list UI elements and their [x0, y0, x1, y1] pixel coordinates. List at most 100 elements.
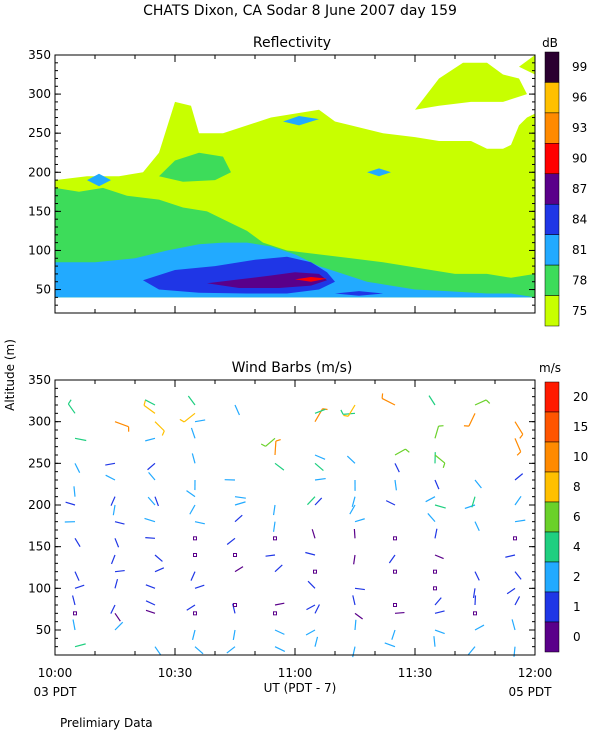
- x-right-local-time: 05 PDT: [509, 685, 553, 699]
- windbarbs-colorbar-label: 6: [573, 510, 581, 524]
- wind-barb: [265, 554, 276, 557]
- wind-barb: [428, 395, 436, 406]
- wind-barb-calm: [393, 603, 397, 607]
- wind-barb: [434, 528, 438, 539]
- reflectivity-colorbar-swatch: [544, 295, 560, 327]
- wind-barb: [274, 629, 285, 635]
- reflectivity-plot: 50 100 150 200 250 300 350: [28, 48, 536, 314]
- windbarbs-colorbar-label: 1: [573, 600, 581, 614]
- x-left-local-time: 03 PDT: [34, 685, 78, 699]
- reflectivity-colorbar-label: 87: [572, 182, 587, 196]
- wind-barb: [65, 501, 76, 506]
- reflectivity-colorbar-label: 96: [572, 91, 587, 105]
- wind-barb: [191, 453, 196, 464]
- wind-barb: [234, 514, 243, 523]
- reflectivity-axes: 50 100 150 200 250 300 350: [28, 48, 536, 314]
- wind-barb: [314, 636, 319, 647]
- wind-barb-calm: [193, 553, 197, 557]
- reflectivity-region-8: [367, 168, 391, 177]
- wind-barb: [147, 462, 156, 471]
- wind-barb: [272, 521, 276, 532]
- wind-barb: [187, 395, 196, 406]
- wind-barb: [314, 462, 324, 472]
- wind-barb: [145, 584, 156, 589]
- wind-barb: [394, 448, 406, 456]
- reflectivity-region-7: [283, 116, 319, 126]
- windbarbs-colorbar-label: 4: [573, 540, 581, 554]
- windbarbs-ytick-label: 50: [36, 623, 51, 637]
- wind-barb: [434, 454, 446, 464]
- wind-barb: [305, 551, 316, 556]
- windbarbs-colorbar-unit: m/s: [539, 361, 561, 375]
- wind-barb-calm: [313, 569, 317, 574]
- wind-barb-calm: [193, 611, 197, 616]
- wind-barb: [514, 495, 522, 506]
- wind-barb: [306, 604, 316, 611]
- wind-barb-calm: [273, 536, 277, 541]
- wind-barb: [194, 646, 204, 655]
- wind-barb: [468, 413, 476, 427]
- reflectivity-colorbar-label: 90: [572, 152, 587, 166]
- reflectivity-ytick-label: 50: [36, 283, 51, 297]
- wind-barb: [154, 554, 163, 562]
- wind-barb-calm: [233, 603, 237, 607]
- wind-barb-flag: [442, 462, 446, 469]
- wind-barb: [354, 587, 365, 591]
- reflectivity-colorbar-unit: dB: [542, 36, 558, 50]
- reflectivity-region-6: [87, 173, 111, 187]
- wind-barb: [427, 513, 436, 523]
- wind-barb: [112, 504, 116, 516]
- wind-barb: [506, 587, 516, 595]
- wind-barb: [514, 596, 521, 606]
- wind-barb: [110, 604, 116, 614]
- wind-barb: [305, 629, 316, 636]
- wind-barb: [354, 518, 365, 523]
- windbarbs-plot-area: [55, 380, 535, 655]
- wind-barb-flag: [343, 414, 349, 417]
- wind-barb: [234, 566, 244, 573]
- wind-barb: [434, 479, 440, 490]
- wind-barb: [74, 437, 87, 442]
- wind-barb: [154, 421, 165, 432]
- reflectivity-region-2: [519, 55, 535, 75]
- reflectivity-region-4: [159, 152, 231, 182]
- wind-barb: [474, 571, 480, 581]
- wind-barb: [314, 604, 320, 614]
- windbarbs-ytick-label: 150: [28, 540, 51, 554]
- windbarbs-plot: 50 100 150 200 250 300 350 10:00 10:30 11:00 11:30…: [28, 373, 552, 680]
- reflectivity-colorbar-label: 99: [572, 60, 587, 74]
- reflectivity-ytick-label: 150: [28, 204, 51, 218]
- wind-barb: [147, 496, 156, 506]
- wind-barb: [74, 571, 80, 581]
- wind-barb: [183, 412, 196, 423]
- reflectivity-ytick-label: 200: [28, 165, 51, 179]
- windbarbs-colorbar-label: 8: [573, 480, 581, 494]
- reflectivity-colorbar-swatch: [544, 203, 560, 235]
- wind-barb: [143, 404, 156, 414]
- wind-barb: [114, 421, 129, 428]
- wind-barb-calm: [233, 553, 237, 557]
- wind-barb: [311, 529, 316, 539]
- windbarbs-ytick-label: 350: [28, 373, 51, 387]
- wind-barb: [114, 621, 124, 631]
- wind-barb: [351, 496, 356, 507]
- wind-barb: [353, 554, 356, 565]
- wind-barb: [234, 496, 246, 499]
- wind-barb: [306, 496, 316, 506]
- reflectivity-colorbar-swatch: [544, 173, 560, 205]
- wind-barb: [226, 537, 236, 545]
- wind-barb: [194, 419, 206, 423]
- wind-barb: [144, 517, 156, 523]
- wind-barb: [74, 463, 81, 473]
- wind-barb: [189, 504, 196, 515]
- windbarbs-colorbar-swatch: [544, 441, 560, 473]
- reflectivity-colorbar-label: 93: [572, 121, 587, 135]
- reflectivity-ytick-label: 350: [28, 48, 51, 62]
- windbarbs-colorbar-swatch: [544, 471, 560, 503]
- windbarbs-colorbar-label: 15: [573, 420, 588, 434]
- wind-barb: [74, 584, 85, 589]
- wind-barb: [145, 537, 156, 539]
- wind-barb: [434, 610, 445, 614]
- wind-barb: [194, 584, 205, 589]
